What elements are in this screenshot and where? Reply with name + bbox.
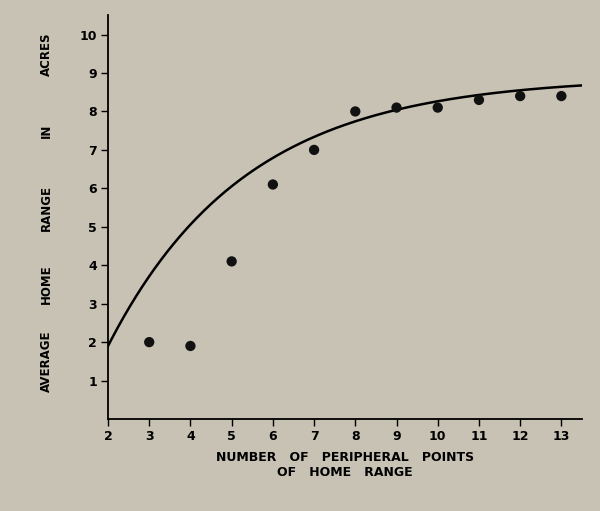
Point	[268, 180, 278, 189]
Text: ACRES: ACRES	[40, 32, 53, 76]
X-axis label: NUMBER   OF   PERIPHERAL   POINTS
OF   HOME   RANGE: NUMBER OF PERIPHERAL POINTS OF HOME RANG…	[216, 451, 474, 479]
Text: IN: IN	[40, 124, 53, 138]
Point	[350, 107, 360, 115]
Point	[145, 338, 154, 346]
Point	[392, 104, 401, 112]
Point	[309, 146, 319, 154]
Point	[433, 104, 443, 112]
Text: HOME: HOME	[40, 265, 53, 304]
Text: AVERAGE: AVERAGE	[40, 331, 53, 392]
Text: RANGE: RANGE	[40, 184, 53, 230]
Point	[227, 258, 236, 266]
Point	[474, 96, 484, 104]
Point	[557, 92, 566, 100]
Point	[515, 92, 525, 100]
Point	[185, 342, 195, 350]
